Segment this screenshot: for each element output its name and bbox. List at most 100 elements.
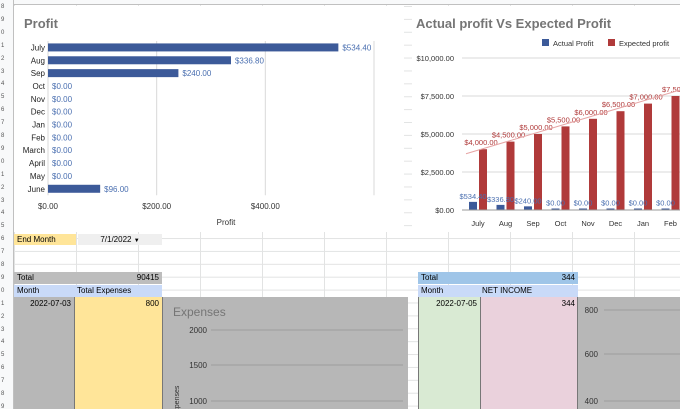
row-number[interactable]: 4: [1, 81, 5, 88]
actual-profit-bar: [496, 204, 505, 210]
row-number[interactable]: 3: [1, 68, 5, 75]
income-row-value[interactable]: 344: [561, 299, 575, 308]
row-number[interactable]: 9: [1, 145, 5, 152]
actual-profit-bar: [661, 208, 670, 210]
row-number[interactable]: 7: [1, 120, 5, 127]
expected-data-label: $7,000.00: [629, 93, 662, 102]
row-number[interactable]: 7: [1, 378, 5, 385]
row-number[interactable]: 1: [1, 300, 5, 307]
data-label: $0.00: [52, 159, 73, 168]
data-label: $0.00: [52, 108, 73, 117]
y-tick-label: 2000: [189, 326, 207, 335]
y-tick-label: $0.00: [435, 206, 454, 215]
row-number[interactable]: 6: [1, 365, 5, 372]
expenses-col-header: Total Expenses: [74, 285, 162, 297]
actual-profit-bar: [551, 208, 560, 210]
data-label: $240.00: [182, 69, 211, 78]
expenses-chart-plot: 1000 1500 2000 Expenses: [174, 326, 403, 409]
actual-profit-bar: [634, 208, 642, 210]
row-number[interactable]: 9: [1, 403, 5, 409]
legend-swatch: [542, 39, 549, 46]
row-number[interactable]: 8: [1, 391, 5, 397]
x-tick-label: Jan: [637, 219, 649, 228]
y-tick-label: Sep: [31, 69, 46, 78]
row-number[interactable]: 9: [1, 16, 5, 23]
y-tick-label: July: [31, 43, 45, 52]
legend-label: Expected profit: [619, 39, 670, 48]
y-axis-label: Expenses: [174, 385, 181, 409]
row-number[interactable]: 4: [1, 339, 5, 346]
x-tick-label: Feb: [664, 219, 677, 228]
expenses-value-column: [74, 297, 163, 409]
legend-label: Actual Profit: [553, 39, 594, 48]
trendline: [465, 89, 680, 155]
actual-vs-expected-chart[interactable]: Actual profit Vs Expected Profit $0.00 $2…: [412, 6, 680, 232]
data-label: $0.00: [52, 146, 73, 155]
row-number[interactable]: 1: [1, 171, 5, 178]
actual-data-label: $534.40: [459, 192, 486, 201]
data-label: $0.00: [52, 95, 73, 104]
actual-vs-expected-chart-title: Actual profit Vs Expected Profit: [416, 16, 612, 31]
y-tick-label: Dec: [31, 108, 45, 117]
row-number[interactable]: 5: [1, 352, 5, 359]
row-number[interactable]: 0: [1, 158, 5, 165]
expected-profit-bar: [506, 141, 515, 210]
row-number[interactable]: 8: [1, 4, 5, 10]
income-month-column: [418, 297, 480, 409]
row-number[interactable]: 7: [1, 249, 5, 256]
income-total-value: 344: [480, 272, 578, 284]
row-number[interactable]: 9: [1, 274, 5, 281]
expected-data-label: $7,500: [662, 85, 680, 94]
row-number[interactable]: 5: [1, 223, 5, 230]
row-number[interactable]: 6: [1, 107, 5, 114]
x-tick-label: $400.00: [251, 202, 280, 211]
row-number[interactable]: 3: [1, 197, 5, 204]
profit-chart[interactable]: Profit $0.00 $200.00 $400.00 July $534.40 Aug…: [14, 6, 404, 232]
row-number[interactable]: 2: [1, 55, 5, 62]
row-number[interactable]: 8: [1, 133, 5, 139]
row-number[interactable]: 3: [1, 326, 5, 333]
income-chart[interactable]: 400 600 800: [578, 297, 680, 409]
expenses-row-value[interactable]: 800: [145, 299, 159, 308]
row-number[interactable]: 4: [1, 210, 5, 217]
expected-profit-bar: [589, 118, 597, 210]
data-label: $0.00: [52, 121, 73, 130]
row-number[interactable]: 0: [1, 29, 5, 36]
actual-profit-bar: [606, 208, 615, 210]
expected-data-label: $5,500.00: [547, 115, 580, 124]
row-number[interactable]: 5: [1, 94, 5, 101]
end-month-picker[interactable]: 7/1/2022 ▼: [78, 234, 162, 245]
actual-profit-bar: [469, 201, 477, 210]
expected-profit-bar: [479, 149, 487, 210]
column-header-strip: [14, 0, 680, 5]
actual-data-label: $240.00: [514, 196, 541, 205]
expenses-chart-title: Expenses: [173, 305, 226, 319]
bar: [48, 69, 179, 78]
y-tick-label: Feb: [31, 133, 45, 142]
x-tick-label: $0.00: [38, 202, 59, 211]
row-number[interactable]: 6: [1, 236, 5, 243]
expenses-chart[interactable]: Expenses 1000 1500 2000 Expenses: [163, 297, 408, 409]
legend-swatch: [608, 39, 615, 46]
y-tick-label: $10,000.00: [416, 54, 454, 63]
x-tick-label: Oct: [555, 219, 568, 228]
expenses-total-value: 90415: [88, 272, 162, 284]
row-number[interactable]: 0: [1, 287, 5, 294]
expenses-row-month[interactable]: 2022-07-03: [30, 299, 71, 308]
actual-profit-bar: [524, 206, 532, 210]
row-number[interactable]: 2: [1, 313, 5, 320]
row-number[interactable]: 8: [1, 262, 5, 268]
actual-data-label: $0.00: [574, 199, 593, 208]
actual-data-label: $336.80: [487, 195, 514, 204]
end-month-value: 7/1/2022: [100, 235, 132, 244]
row-number[interactable]: 2: [1, 184, 5, 191]
dropdown-arrow-icon: ▼: [133, 238, 140, 244]
row-number[interactable]: 1: [1, 42, 5, 49]
expected-data-label: $4,500.00: [492, 131, 525, 140]
income-row-month[interactable]: 2022-07-05: [436, 299, 477, 308]
income-value-column: [480, 297, 578, 409]
y-tick-label: March: [23, 146, 45, 155]
expected-profit-bar: [561, 126, 570, 210]
data-label: $336.80: [235, 56, 264, 65]
data-label: $0.00: [52, 133, 73, 142]
